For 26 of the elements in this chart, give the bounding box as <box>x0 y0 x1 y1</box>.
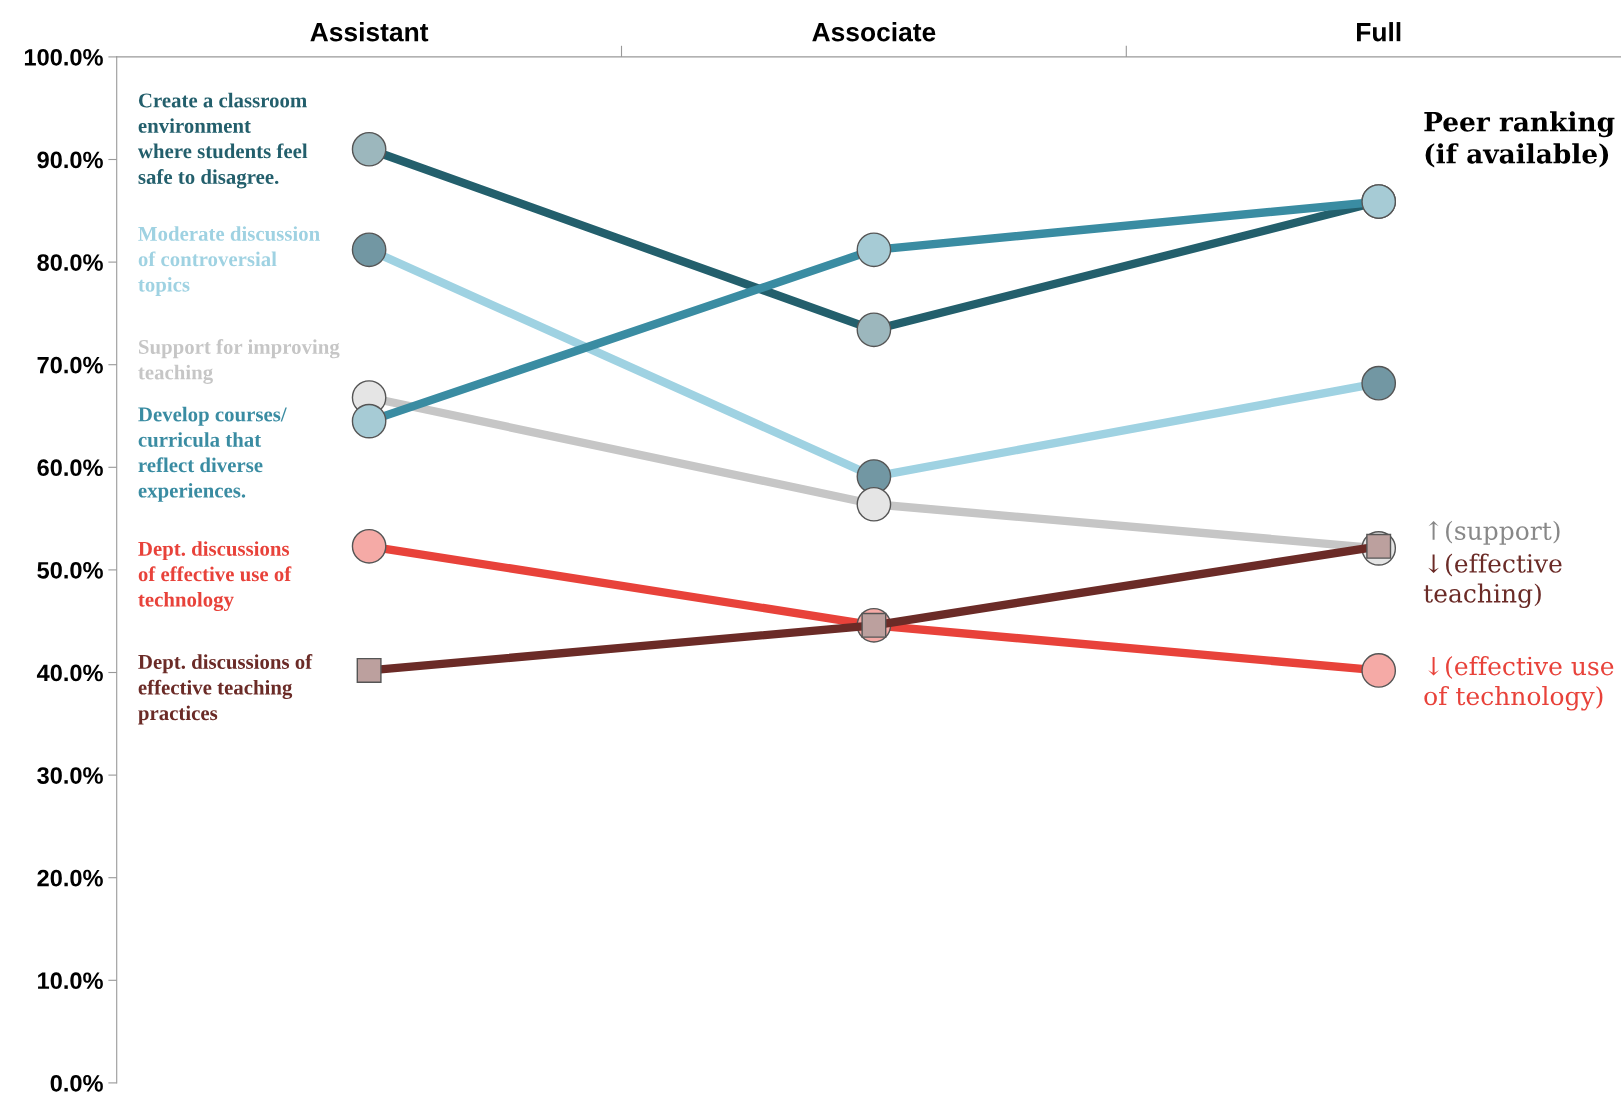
y-tick-label: 100.0% <box>24 48 103 66</box>
point <box>356 657 382 683</box>
point <box>856 486 892 522</box>
annotation: Peer ranking (if available) <box>1424 111 1615 168</box>
y-tick-label: 0.0% <box>50 1074 103 1092</box>
text: Develop courses/ curricula that reflect diverse experiences. <box>138 406 287 502</box>
y-tick-label: 60.0% <box>37 459 103 477</box>
text: Dept. discussions of effective use of technology <box>138 541 292 612</box>
x-tick-label: Full <box>1357 22 1401 42</box>
y-tick-label: 70.0% <box>37 356 103 374</box>
y-tick-label: 50.0% <box>37 561 103 579</box>
y-tick-label: 10.0% <box>38 972 103 990</box>
annotation: ↓(effective teaching) <box>1423 553 1562 608</box>
annotation: ↓(effective use of technology) <box>1424 656 1614 711</box>
x-tick-label: Associate <box>812 22 936 42</box>
y-tick-label: 20.0% <box>37 869 103 887</box>
text: Dept. discussions of effective teaching practices <box>138 654 313 725</box>
x-tick-label: Assistant <box>310 22 429 42</box>
annotation: ↑(support) <box>1428 520 1560 545</box>
series-label: Moderate discussion of controversial topics <box>138 226 320 296</box>
y-tick-label: 80.0% <box>37 254 103 271</box>
y-tick-label: 40.0% <box>36 664 103 682</box>
text: Create a classroom environment where students feel safe to disagree. <box>137 92 308 189</box>
y-tick-label: 30.0% <box>37 767 103 784</box>
series-label: Support for improving teaching <box>138 339 340 384</box>
y-tick-label: 90.0% <box>37 151 103 169</box>
